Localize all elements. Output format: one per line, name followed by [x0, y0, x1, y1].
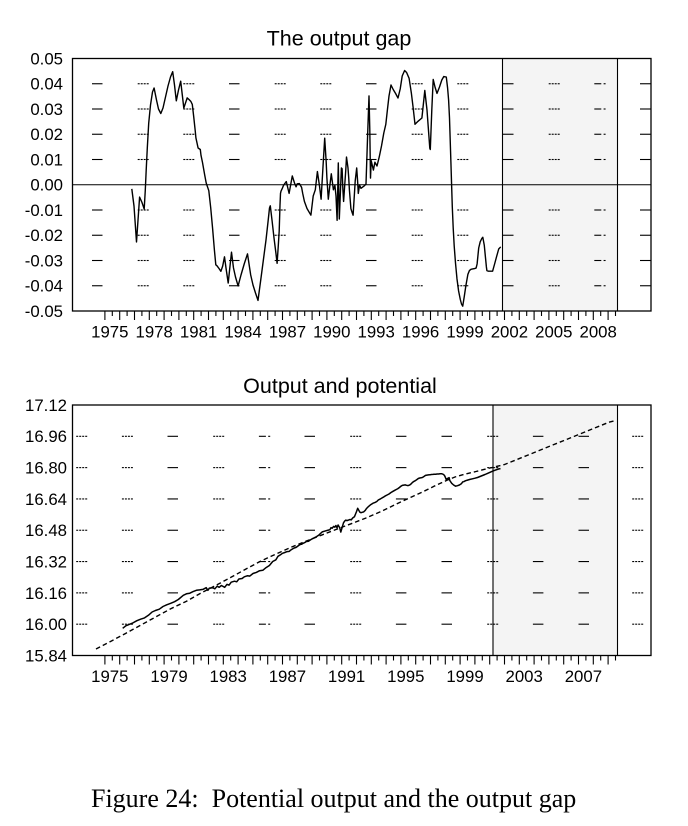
svg-text:16.32: 16.32 — [25, 553, 67, 572]
svg-text:16.48: 16.48 — [25, 521, 67, 540]
svg-text:1981: 1981 — [180, 323, 217, 342]
svg-text:1993: 1993 — [358, 323, 395, 342]
svg-text:1990: 1990 — [313, 323, 350, 342]
svg-text:1987: 1987 — [269, 323, 306, 342]
svg-text:0.01: 0.01 — [30, 150, 63, 169]
svg-text:1979: 1979 — [150, 667, 187, 686]
svg-text:16.00: 16.00 — [25, 615, 67, 634]
svg-text:-0.04: -0.04 — [25, 277, 63, 296]
svg-text:16.64: 16.64 — [25, 490, 67, 509]
svg-text:1995: 1995 — [387, 667, 424, 686]
svg-text:1999: 1999 — [446, 667, 483, 686]
svg-text:2008: 2008 — [580, 323, 617, 342]
svg-text:0.04: 0.04 — [30, 75, 63, 94]
svg-text:1996: 1996 — [402, 323, 439, 342]
svg-text:1983: 1983 — [210, 667, 247, 686]
svg-text:0.00: 0.00 — [30, 176, 63, 195]
svg-text:0.05: 0.05 — [30, 49, 63, 68]
svg-text:0.02: 0.02 — [30, 125, 63, 144]
svg-text:1984: 1984 — [224, 323, 261, 342]
svg-text:1978: 1978 — [136, 323, 173, 342]
svg-text:2005: 2005 — [535, 323, 572, 342]
svg-text:1999: 1999 — [446, 323, 483, 342]
svg-text:-0.01: -0.01 — [25, 201, 63, 220]
svg-text:1987: 1987 — [269, 667, 306, 686]
svg-text:17.12: 17.12 — [25, 396, 67, 415]
svg-text:2002: 2002 — [491, 323, 528, 342]
svg-text:2007: 2007 — [565, 667, 602, 686]
svg-text:-0.03: -0.03 — [25, 251, 63, 270]
svg-text:Figure 24: Potential output a: Figure 24: Potential output and the outp… — [91, 784, 576, 813]
svg-text:0.03: 0.03 — [30, 100, 63, 119]
svg-text:16.80: 16.80 — [25, 459, 67, 478]
svg-text:15.84: 15.84 — [25, 646, 67, 665]
svg-text:The output gap: The output gap — [267, 26, 412, 50]
svg-text:Output and potential: Output and potential — [243, 374, 437, 398]
svg-text:16.16: 16.16 — [25, 584, 67, 603]
svg-text:1991: 1991 — [328, 667, 365, 686]
svg-text:-0.05: -0.05 — [25, 302, 63, 321]
svg-text:1975: 1975 — [91, 323, 128, 342]
svg-text:-0.02: -0.02 — [25, 226, 63, 245]
svg-text:2003: 2003 — [506, 667, 543, 686]
svg-text:1975: 1975 — [91, 667, 128, 686]
svg-text:16.96: 16.96 — [25, 427, 67, 446]
